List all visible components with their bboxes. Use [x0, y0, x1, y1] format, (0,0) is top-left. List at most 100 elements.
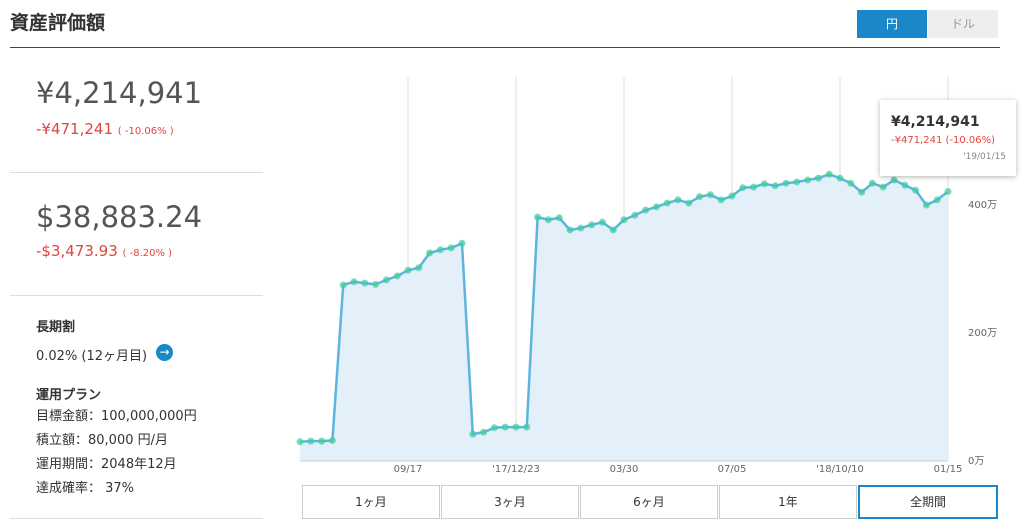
- point: [426, 249, 434, 257]
- point: [296, 438, 304, 446]
- tooltip-change: -¥471,241 (-10.06%): [891, 135, 996, 146]
- point: [382, 276, 390, 284]
- discount-label: 長期割: [36, 320, 76, 335]
- point: [760, 180, 768, 188]
- point: [480, 428, 488, 436]
- jpy-change-amount: -¥471,241: [36, 120, 113, 138]
- point: [717, 196, 725, 204]
- point: [523, 423, 531, 431]
- point: [696, 193, 704, 201]
- range-button[interactable]: 3ヶ月: [441, 485, 579, 519]
- jpy-change-pct: ( -10.06% ): [117, 126, 174, 137]
- point: [609, 226, 617, 234]
- point: [685, 199, 693, 207]
- point: [739, 184, 747, 192]
- point: [415, 264, 423, 272]
- point: [577, 224, 585, 232]
- separator: [10, 518, 263, 519]
- point: [361, 279, 369, 287]
- point: [555, 214, 563, 222]
- x-tick-label: 07/05: [718, 464, 747, 475]
- point: [490, 424, 498, 432]
- point: [512, 423, 520, 431]
- range-button[interactable]: 1ヶ月: [302, 485, 440, 519]
- y-tick-label: 400万: [968, 200, 997, 211]
- point: [944, 188, 952, 196]
- usd-change: -$3,473.93 ( -8.20% ): [36, 242, 172, 260]
- point: [566, 226, 574, 234]
- point: [868, 179, 876, 187]
- x-tick-label: '18/10/10: [816, 464, 864, 475]
- discount-link[interactable]: →: [156, 344, 173, 361]
- point: [663, 199, 671, 207]
- point: [901, 181, 909, 189]
- point: [879, 183, 887, 191]
- discount-value: 0.02% (12ヶ月目): [36, 349, 148, 364]
- plan-item: 積立額：80,000 円/月: [36, 433, 168, 448]
- page-title: 資産評価額: [10, 12, 106, 34]
- point: [814, 174, 822, 182]
- point: [393, 272, 401, 280]
- x-tick-label: 09/17: [394, 464, 423, 475]
- point: [534, 213, 542, 221]
- usd-change-pct: ( -8.20% ): [122, 248, 173, 259]
- point: [318, 437, 326, 445]
- tooltip-date: '19/01/15: [963, 152, 1006, 162]
- currency-toggle[interactable]: ドル: [928, 10, 998, 38]
- point: [458, 239, 466, 247]
- point: [642, 206, 650, 214]
- range-button[interactable]: 全期間: [858, 485, 998, 519]
- tooltip: ¥4,214,941 -¥471,241 (-10.06%) '19/01/15: [880, 100, 1016, 176]
- point: [469, 430, 477, 438]
- point: [858, 188, 866, 196]
- point: [350, 278, 358, 286]
- point: [501, 423, 509, 431]
- point: [598, 218, 606, 226]
- range-button[interactable]: 1年: [719, 485, 857, 519]
- separator: [10, 295, 263, 296]
- point: [750, 183, 758, 191]
- point: [652, 203, 660, 211]
- point: [933, 196, 941, 204]
- x-tick-label: '17/12/23: [492, 464, 540, 475]
- point: [782, 179, 790, 187]
- jpy-change: -¥471,241 ( -10.06% ): [36, 120, 174, 138]
- plan-title: 運用プラン: [36, 388, 102, 403]
- x-tick-label: 03/30: [610, 464, 639, 475]
- point: [544, 216, 552, 224]
- point: [825, 170, 833, 178]
- point: [890, 176, 898, 184]
- y-tick-label: 0万: [968, 456, 984, 467]
- range-button[interactable]: 6ヶ月: [580, 485, 718, 519]
- point: [912, 186, 920, 194]
- point: [588, 221, 596, 229]
- point: [307, 437, 315, 445]
- jpy-value: ¥4,214,941: [36, 76, 203, 110]
- point: [436, 246, 444, 254]
- separator: [10, 172, 263, 173]
- tooltip-value: ¥4,214,941: [891, 114, 980, 130]
- y-tick-label: 200万: [968, 328, 997, 339]
- usd-change-amount: -$3,473.93: [36, 242, 118, 260]
- point: [620, 216, 628, 224]
- point: [804, 176, 812, 184]
- x-tick-label: 01/15: [934, 464, 963, 475]
- currency-toggle[interactable]: 円: [857, 10, 927, 38]
- point: [631, 211, 639, 219]
- point: [674, 196, 682, 204]
- header-rule: [10, 47, 1000, 48]
- point: [706, 191, 714, 199]
- point: [922, 201, 930, 209]
- plan-item: 運用期間：2048年12月: [36, 457, 177, 472]
- plan-items: 目標金額：100,000,000円 積立額：80,000 円/月 運用期間：20…: [36, 405, 197, 501]
- plan-item: 目標金額：100,000,000円: [36, 409, 197, 424]
- plan-item: 達成確率： 37%: [36, 481, 135, 496]
- point: [447, 244, 455, 252]
- point: [836, 174, 844, 182]
- point: [339, 281, 347, 289]
- point: [372, 280, 380, 288]
- point: [847, 179, 855, 187]
- point: [404, 266, 412, 274]
